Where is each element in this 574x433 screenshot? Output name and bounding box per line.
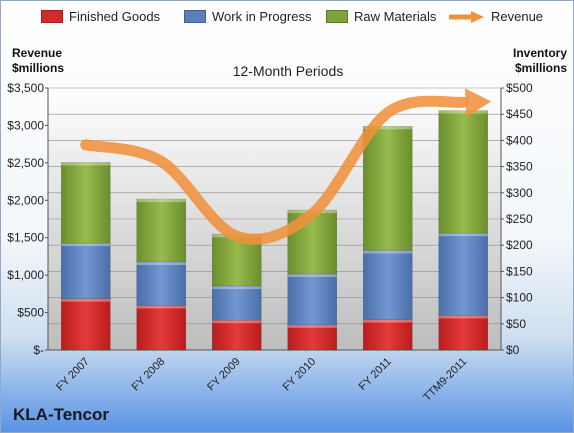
bar-finished-goods: [136, 305, 187, 351]
bar-work-in-progress: [60, 242, 111, 299]
bar-raw-materials: [438, 110, 489, 234]
bar-finished-goods: [362, 319, 413, 351]
bar-finished-goods: [211, 319, 262, 351]
left-axis-title-line-1: Revenue: [12, 46, 63, 60]
bar-raw-materials-highlight: [61, 162, 111, 166]
bar-finished-goods: [60, 298, 111, 351]
legend-raw-materials: Raw Materials: [326, 9, 436, 24]
bar-finished-goods: [438, 315, 489, 351]
bar-raw-materials: [362, 126, 413, 251]
x-tick-label: FY 2008: [130, 356, 168, 394]
x-tick-label: FY 2011: [357, 356, 394, 393]
right-tick-label: $150: [506, 264, 533, 278]
bar-finished-goods: [287, 324, 338, 351]
bar-finished-goods-highlight: [61, 298, 111, 302]
chart-title: 12-Month Periods: [232, 63, 344, 79]
bar-work-in-progress: [362, 250, 413, 320]
revenue-arrowhead: [464, 88, 492, 118]
company-name: KLA-Tencor: [13, 405, 110, 424]
left-tick-label: $1,000: [7, 268, 44, 282]
left-tick-label: $500: [17, 306, 44, 320]
x-tick-label: FY 2009: [205, 356, 243, 394]
left-tick-label: $2,000: [7, 193, 44, 207]
right-tick-label: $400: [506, 133, 533, 147]
bar-finished-goods-highlight: [287, 324, 337, 328]
left-tick-label: $1,500: [7, 231, 44, 245]
right-tick-label: $500: [506, 81, 533, 95]
right-tick-label: $200: [506, 238, 533, 252]
legend-finished-goods: Finished Goods: [41, 9, 160, 24]
right-tick-label: $250: [506, 212, 533, 226]
legend-work-in-progress: Work in Progress: [184, 9, 311, 24]
right-axis-title: Inventory $millions: [513, 46, 567, 76]
bar-finished-goods-highlight: [363, 319, 413, 323]
legend-label-finished-goods: Finished Goods: [69, 9, 161, 24]
right-tick-label: $350: [506, 160, 533, 174]
left-axis-title-line-2: $millions: [12, 61, 65, 75]
right-tick-label: $100: [506, 291, 533, 305]
x-tick-label: FY 2010: [281, 356, 319, 394]
legend-label-work-in-progress: Work in Progress: [212, 9, 312, 24]
bar-work-in-progress-highlight: [363, 250, 413, 254]
x-tick-label: TTM9-2011: [421, 356, 469, 404]
bar-work-in-progress-highlight: [287, 274, 337, 278]
right-tick-label: $450: [506, 107, 533, 121]
legend-label-raw-materials: Raw Materials: [354, 9, 437, 24]
legend-swatch-finished-goods: [41, 10, 63, 23]
right-tick-label: $0: [506, 343, 520, 357]
bar-work-in-progress: [211, 285, 262, 321]
legend-revenue-arrow-icon: [449, 10, 484, 23]
bar-raw-materials: [136, 198, 187, 263]
bar-work-in-progress: [287, 273, 338, 326]
right-tick-label: $50: [506, 317, 526, 331]
legend-swatch-work-in-progress: [184, 10, 206, 23]
legend: Finished Goods Work in Progress Raw Mate…: [1, 9, 573, 31]
bar-work-in-progress: [136, 261, 187, 306]
legend-revenue: Revenue: [449, 9, 543, 24]
left-tick-label: $2,500: [7, 156, 44, 170]
bar-raw-materials-highlight: [363, 126, 413, 130]
right-axis-title-line-1: Inventory: [513, 46, 568, 60]
legend-swatch-raw-materials: [326, 10, 348, 23]
right-tick-label: $300: [506, 186, 533, 200]
bar-finished-goods-highlight: [212, 320, 262, 324]
left-tick-label: $-: [33, 343, 44, 357]
bar-work-in-progress-highlight: [438, 233, 488, 237]
right-axis-title-line-2: $millions: [515, 61, 568, 75]
bar-work-in-progress: [438, 232, 489, 316]
bar-finished-goods-highlight: [438, 315, 488, 319]
left-tick-label: $3,000: [7, 118, 44, 132]
bar-finished-goods-highlight: [136, 305, 186, 309]
x-tick-label: FY 2007: [54, 356, 92, 394]
bar-work-in-progress-highlight: [212, 286, 262, 290]
left-tick-label: $3,500: [7, 81, 44, 95]
legend-label-revenue: Revenue: [491, 9, 544, 24]
bar-raw-materials: [60, 162, 111, 244]
bar-work-in-progress-highlight: [61, 243, 111, 247]
revenue-line: [80, 95, 469, 245]
bar-work-in-progress-highlight: [136, 261, 186, 265]
bar-raw-materials-highlight: [136, 199, 186, 203]
left-axis-title: Revenue $millions: [12, 46, 64, 76]
bar-raw-materials-highlight: [438, 110, 488, 114]
